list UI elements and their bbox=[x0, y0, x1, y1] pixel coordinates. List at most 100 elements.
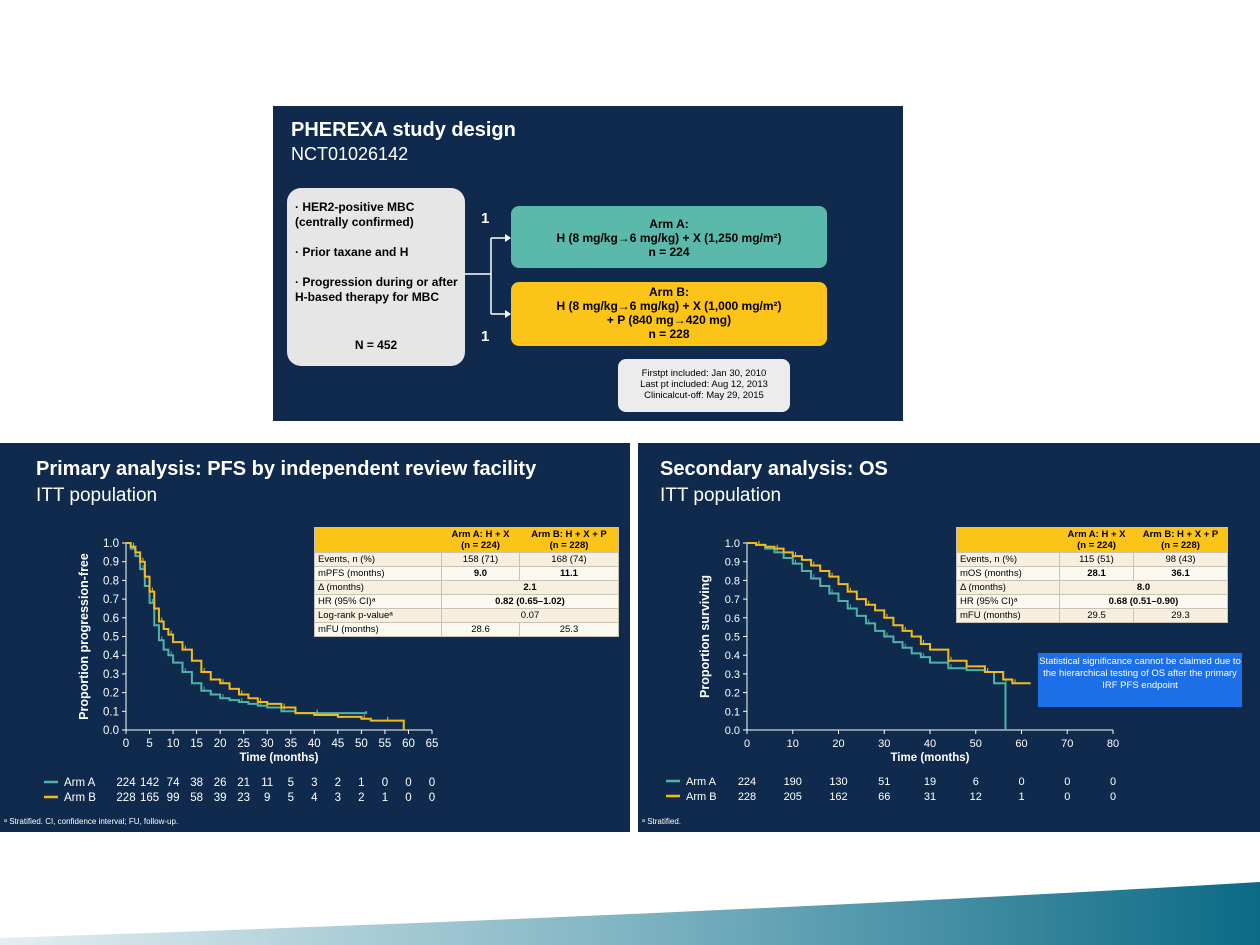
at-risk-value: 99 bbox=[167, 792, 180, 804]
pfs-head-arm-a: Arm A: H + X (n = 224) bbox=[441, 527, 520, 553]
at-risk-value: 205 bbox=[784, 791, 802, 803]
y-axis-label: Proportion progression-free bbox=[77, 553, 91, 720]
at-risk-value: 190 bbox=[784, 776, 802, 788]
x-tick-label: 50 bbox=[355, 738, 368, 750]
at-risk-value: 74 bbox=[167, 777, 180, 789]
y-tick-label: 0.3 bbox=[103, 669, 119, 681]
at-risk-value: 5 bbox=[288, 777, 294, 789]
legend-label-arm-a: Arm A bbox=[64, 777, 96, 789]
arm-b-regimen: H (8 mg/kg→6 mg/kg) + X (1,000 mg/m²) bbox=[556, 299, 782, 313]
arm-a-title: Arm A: bbox=[649, 217, 689, 231]
footer-gradient-band bbox=[0, 882, 1260, 945]
at-risk-value: 130 bbox=[829, 776, 847, 788]
at-risk-value: 142 bbox=[140, 777, 159, 789]
y-tick-label: 0.8 bbox=[103, 575, 119, 587]
km-curve-arm-a bbox=[747, 542, 1007, 730]
y-tick-label: 0.4 bbox=[103, 650, 120, 662]
date-cutoff: Clinicalcut-off: May 29, 2015 bbox=[644, 390, 764, 401]
at-risk-value: 5 bbox=[288, 792, 294, 804]
at-risk-value: 0 bbox=[1064, 776, 1070, 788]
eligibility-box: · HER2-positive MBC (centrally confirmed… bbox=[287, 188, 465, 366]
os-footnote: ᵃ Stratified. bbox=[642, 817, 681, 826]
at-risk-value: 38 bbox=[190, 777, 203, 789]
at-risk-value: 228 bbox=[116, 792, 135, 804]
at-risk-value: 162 bbox=[829, 791, 847, 803]
at-risk-value: 31 bbox=[924, 791, 936, 803]
x-tick-label: 60 bbox=[402, 738, 415, 750]
at-risk-value: 1 bbox=[358, 777, 364, 789]
at-risk-value: 224 bbox=[116, 777, 136, 789]
x-tick-label: 35 bbox=[284, 738, 297, 750]
os-title: Secondary analysis: OS bbox=[660, 458, 888, 480]
x-tick-label: 60 bbox=[1015, 738, 1027, 750]
y-tick-label: 0.0 bbox=[103, 725, 119, 737]
at-risk-value: 66 bbox=[878, 791, 890, 803]
x-tick-label: 40 bbox=[308, 738, 321, 750]
km-curve-arm-b bbox=[126, 542, 405, 730]
os-subtitle: ITT population bbox=[660, 485, 782, 506]
at-risk-value: 0 bbox=[1018, 776, 1024, 788]
x-tick-label: 15 bbox=[190, 738, 203, 750]
at-risk-value: 3 bbox=[335, 792, 341, 804]
x-tick-label: 0 bbox=[123, 738, 129, 750]
at-risk-value: 0 bbox=[382, 777, 388, 789]
arm-b-box: Arm B: H (8 mg/kg→6 mg/kg) + X (1,000 mg… bbox=[511, 282, 827, 346]
pfs-panel: Primary analysis: PFS by independent rev… bbox=[0, 443, 630, 832]
at-risk-value: 0 bbox=[1110, 791, 1116, 803]
y-tick-label: 0.9 bbox=[103, 557, 119, 569]
at-risk-value: 51 bbox=[878, 776, 890, 788]
at-risk-value: 12 bbox=[970, 791, 982, 803]
pfs-title: Primary analysis: PFS by independent rev… bbox=[36, 458, 537, 480]
y-tick-label: 0.5 bbox=[103, 632, 119, 644]
study-design-panel: PHEREXA study design NCT01026142 · HER2-… bbox=[273, 106, 903, 421]
y-tick-label: 1.0 bbox=[103, 538, 119, 550]
at-risk-value: 58 bbox=[190, 792, 203, 804]
y-tick-label: 0.1 bbox=[725, 706, 740, 718]
table-row: HR (95% CI)ᵃ 0.82 (0.65–1.02) bbox=[314, 594, 619, 609]
criterion-2: · Prior taxane and H bbox=[295, 245, 409, 259]
at-risk-value: 0 bbox=[405, 777, 411, 789]
table-row: mFU (months) 29.5 29.3 bbox=[956, 608, 1228, 623]
y-tick-label: 0.6 bbox=[725, 613, 740, 625]
at-risk-value: 2 bbox=[358, 792, 364, 804]
at-risk-value: 11 bbox=[261, 777, 273, 789]
at-risk-value: 165 bbox=[140, 792, 159, 804]
at-risk-value: 0 bbox=[405, 792, 411, 804]
os-results-table: Arm A: H + X (n = 224) Arm B: H + X + P (n… bbox=[956, 527, 1228, 623]
table-row: mFU (months) 28.6 25.3 bbox=[314, 622, 620, 637]
randomization-arrows bbox=[465, 234, 511, 318]
x-tick-label: 30 bbox=[878, 738, 890, 750]
at-risk-value: 4 bbox=[311, 792, 318, 804]
total-n: N = 452 bbox=[354, 338, 398, 352]
y-tick-label: 0.0 bbox=[725, 725, 740, 737]
y-axis-label: Proportion surviving bbox=[698, 575, 712, 698]
km-curve-arm-b bbox=[747, 542, 1031, 685]
y-tick-label: 0.1 bbox=[103, 706, 119, 718]
x-tick-label: 40 bbox=[924, 738, 936, 750]
y-tick-label: 0.3 bbox=[725, 669, 740, 681]
table-row: mPFS (months) 9.0 11.1 bbox=[314, 566, 620, 581]
x-tick-label: 20 bbox=[214, 738, 227, 750]
at-risk-value: 9 bbox=[264, 792, 270, 804]
x-tick-label: 65 bbox=[426, 738, 439, 750]
x-axis-label: Time (months) bbox=[239, 752, 318, 764]
x-tick-label: 5 bbox=[146, 738, 152, 750]
y-tick-label: 0.2 bbox=[103, 688, 119, 700]
x-tick-label: 20 bbox=[832, 738, 844, 750]
significance-note: Statistical significance cannot be claim… bbox=[1038, 653, 1242, 707]
table-row: HR (95% CI)ᵃ 0.68 (0.51–0.90) bbox=[956, 594, 1228, 609]
table-row: mOS (months) 28.1 36.1 bbox=[956, 566, 1228, 581]
x-tick-label: 25 bbox=[237, 738, 250, 750]
at-risk-value: 1 bbox=[382, 792, 388, 804]
os-panel: Secondary analysis: OS ITT population 0.… bbox=[638, 443, 1260, 832]
at-risk-value: 26 bbox=[214, 777, 227, 789]
date-first: Firstpt included: Jan 30, 2010 bbox=[641, 368, 767, 379]
arm-b-n: n = 228 bbox=[648, 327, 690, 341]
pfs-subtitle: ITT population bbox=[36, 485, 158, 506]
at-risk-value: 224 bbox=[738, 776, 756, 788]
pfs-footnote: ᵃ Stratified. CI, confidence interval; F… bbox=[4, 817, 179, 826]
ratio-arm-a: 1 bbox=[481, 210, 490, 227]
at-risk-value: 0 bbox=[429, 792, 435, 804]
y-tick-label: 0.9 bbox=[725, 557, 740, 569]
at-risk-value: 228 bbox=[738, 791, 756, 803]
